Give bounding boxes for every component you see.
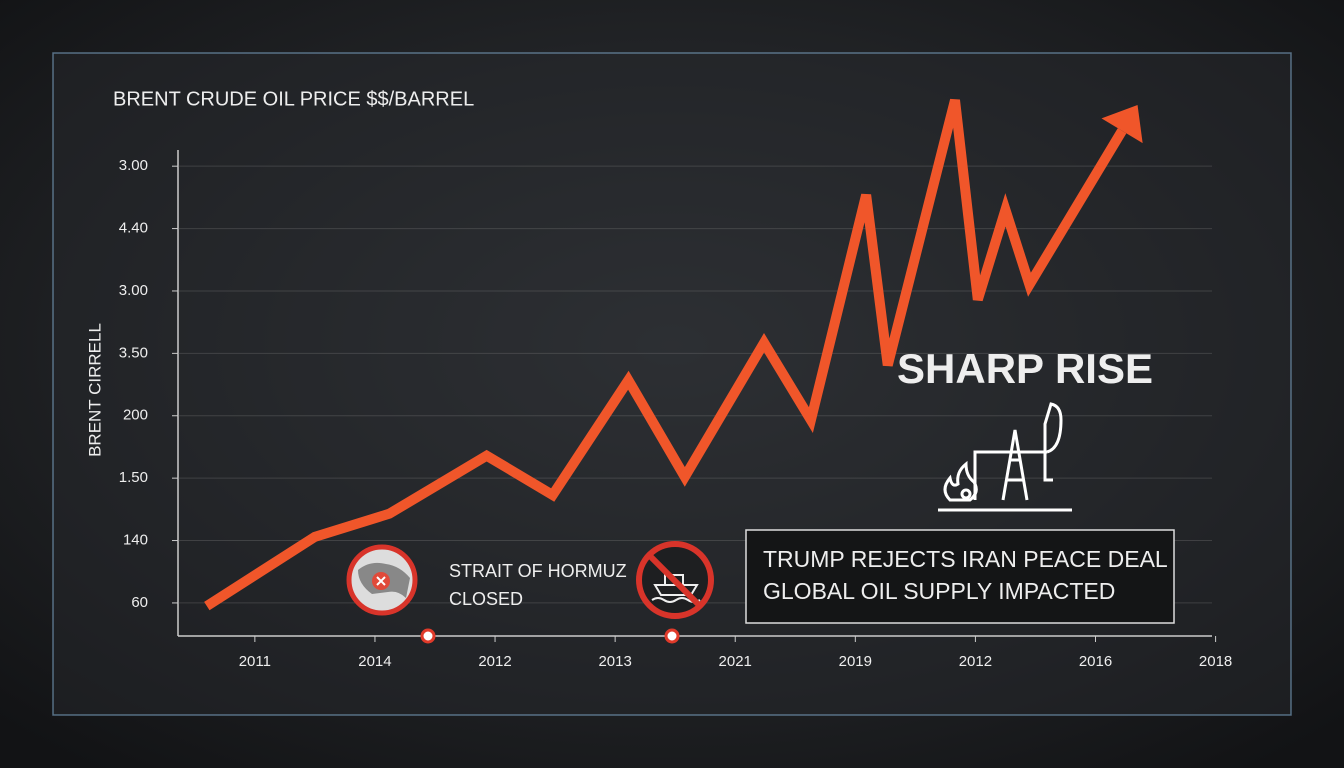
annotation: CLOSED — [449, 589, 523, 609]
news-box — [745, 529, 1175, 624]
pump-icon — [938, 402, 1072, 512]
annotation: SHARP RISE — [897, 345, 1153, 392]
x-tick-label: 2021 — [719, 653, 752, 670]
strait-icon — [346, 544, 418, 616]
y-tick-label: 140 — [123, 532, 148, 549]
y-tick-label: 1.50 — [119, 469, 148, 486]
price-line — [204, 98, 1127, 611]
x-tick-label: 2018 — [1199, 653, 1232, 670]
x-tick-label: 2019 — [839, 653, 872, 670]
ship-ban-icon — [636, 541, 714, 619]
annotation: GLOBAL OIL SUPPLY IMPACTED — [763, 578, 1115, 604]
annotation: STRAIT OF HORMUZ — [449, 561, 627, 581]
y-tick-label: 3.00 — [119, 157, 148, 174]
event-marker — [664, 628, 680, 644]
y-tick-label: 200 — [123, 407, 148, 424]
x-tick-label: 2012 — [478, 653, 511, 670]
x-tick-label: 2013 — [598, 653, 631, 670]
y-tick-label: 3.00 — [119, 282, 148, 299]
event-marker — [420, 628, 436, 644]
annotation: TRUMP REJECTS IRAN PEACE DEAL — [763, 546, 1168, 572]
x-tick-label: 2012 — [959, 653, 992, 670]
y-axis-label: BRENT CIRRELL — [85, 323, 104, 457]
arrow-head — [1101, 105, 1143, 144]
x-tick-label: 2014 — [358, 653, 391, 670]
chart-title: BRENT CRUDE OIL PRICE $$/BARREL — [113, 88, 474, 110]
y-tick-label: 4.40 — [119, 220, 148, 237]
y-tick-label: 60 — [131, 594, 148, 611]
y-tick-label: 3.50 — [119, 344, 148, 361]
x-tick-label: 2011 — [239, 653, 271, 670]
x-tick-label: 2016 — [1079, 653, 1112, 670]
